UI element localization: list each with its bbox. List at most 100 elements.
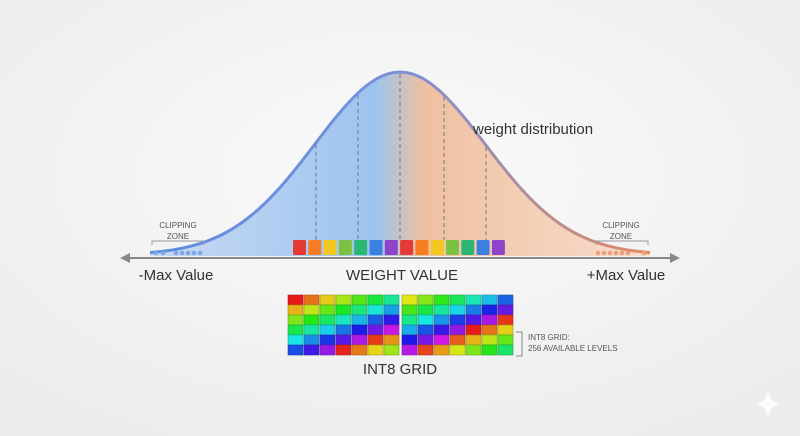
grid-cell [497,324,514,336]
grid-cell [319,344,336,356]
grid-cell [383,324,400,336]
grid-cell [481,324,498,336]
grid-cell [383,314,400,326]
grid-cell [449,344,466,356]
grid-cell [319,304,336,316]
grid-cell [367,304,384,316]
level-block [384,240,398,255]
grid-cell [465,294,482,306]
grid-cell [303,294,320,306]
grid-cell [417,304,434,316]
level-block [338,240,352,255]
clip-dot [595,250,601,256]
clip-dot [625,250,631,256]
grid-cell [303,304,320,316]
grid-cell [401,334,418,346]
grid-cell [449,314,466,326]
level-row [293,240,505,255]
grid-cell [417,314,434,326]
clip-dot [185,250,191,256]
level-block [369,240,383,255]
clip-dot [197,250,203,256]
grid-cell [465,324,482,336]
grid-cell [497,304,514,316]
grid-cell [417,334,434,346]
grid-cell [351,314,368,326]
sparkle-icon [756,392,780,416]
grid-cell [319,324,336,336]
grid-cell [383,294,400,306]
grid-cell [497,334,514,346]
grid-cell [367,294,384,306]
level-block [461,240,475,255]
grid-cell [383,344,400,356]
grid-cell [433,294,450,306]
clipping-dots [153,250,647,256]
clip-label: ZONE [167,232,189,241]
level-block [415,240,429,255]
grid-cell [417,294,434,306]
grid-cell [465,344,482,356]
clip-dot [619,250,625,256]
distribution-curve [149,70,651,255]
grid-cell [367,314,384,326]
grid-bracket [516,331,523,357]
grid-cell [417,324,434,336]
grid-cell [449,304,466,316]
grid-cell [335,314,352,326]
clip-bracket [595,240,649,245]
clip-dot [173,250,179,256]
clip-dot [179,250,185,256]
grid-cell [481,314,498,326]
grid-cell [287,294,304,306]
grid-cell [497,294,514,306]
grid-cell [383,304,400,316]
grid-cell [351,294,368,306]
clip-bracket [151,240,205,245]
grid-cell [303,344,320,356]
int8-grid [287,294,514,356]
clip-label: CLIPPING [602,221,639,230]
grid-cell [481,334,498,346]
clip-label: CLIPPING [159,221,196,230]
grid-cell [303,324,320,336]
grid-cell [449,294,466,306]
grid-cell [401,324,418,336]
grid-cell [319,294,336,306]
grid-note: INT8 GRID: [528,333,570,342]
grid-cell [433,344,450,356]
level-block [430,240,444,255]
grid-cell [367,324,384,336]
clip-dot [153,250,159,256]
grid-cell [481,304,498,316]
level-block [491,240,505,255]
grid-cell [287,324,304,336]
grid-cell [287,304,304,316]
grid-cell [465,334,482,346]
grid-cell [367,344,384,356]
grid-cell [335,324,352,336]
grid-cell [351,344,368,356]
axis-right-label: +Max Value [587,267,666,284]
grid-cell [351,324,368,336]
quant-lines [315,74,487,240]
grid-cell [287,314,304,326]
grid-cell [401,314,418,326]
grid-cell [465,304,482,316]
level-block [293,240,306,255]
grid-cell [465,314,482,326]
grid-cell [383,334,400,346]
axis-left-label: -Max Value [139,267,214,284]
grid-cell [433,324,450,336]
grid-cell [449,324,466,336]
grid-cell [417,344,434,356]
grid-cell [335,294,352,306]
grid-cell [497,344,514,356]
grid-cell [433,304,450,316]
grid-note: 256 AVAILABLE LEVELS [528,344,618,353]
axis-center-label: WEIGHT VALUE [346,267,458,284]
grid-cell [319,314,336,326]
grid-cell [481,294,498,306]
grid-cell [367,334,384,346]
grid-cell [401,344,418,356]
